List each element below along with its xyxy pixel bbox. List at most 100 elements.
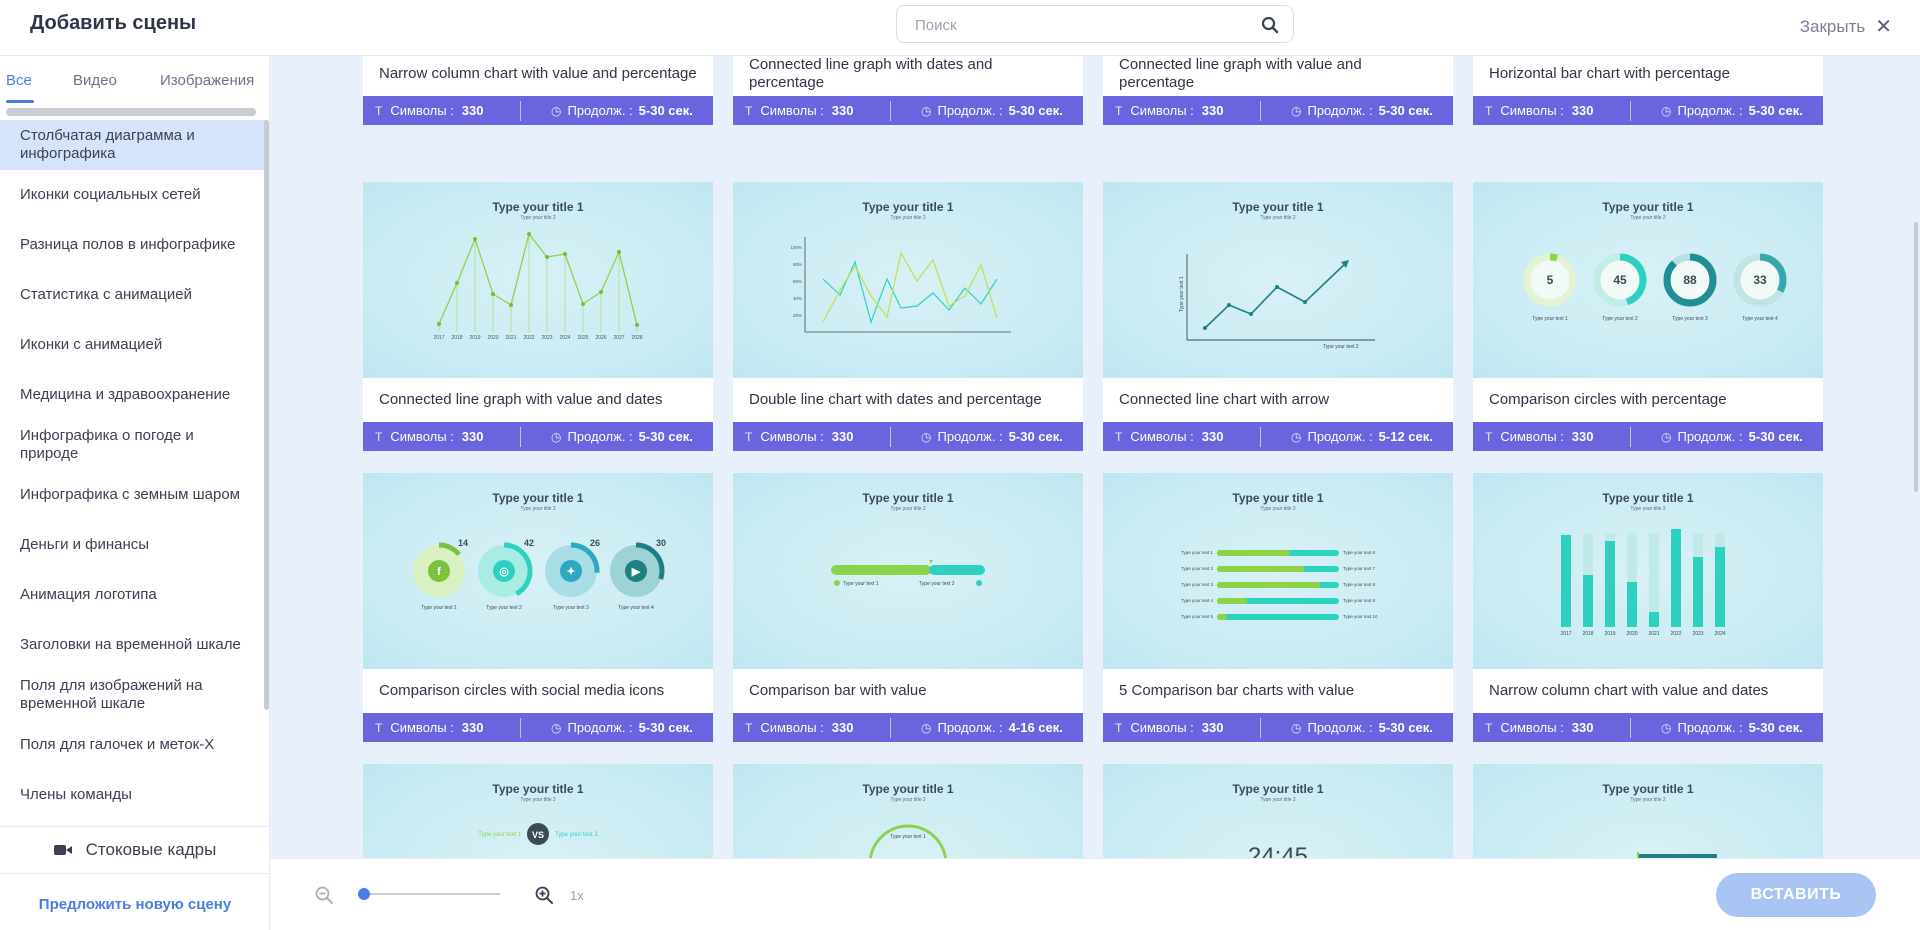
scene-title: Narrow column chart with value and dates — [1473, 669, 1823, 713]
social-icon-circle — [428, 560, 450, 582]
tab-all[interactable]: Все — [6, 72, 32, 89]
year-label: 2018 — [451, 335, 462, 341]
insert-button[interactable]: ВСТАВИТЬ — [1716, 873, 1876, 917]
clock-icon: ◷ — [1291, 429, 1302, 444]
category-item[interactable]: Члены команды — [20, 786, 132, 803]
bar-left-label: Type your text 2 — [1181, 566, 1214, 571]
duration-label: Продолж. : — [567, 720, 633, 735]
symbols-value: 330 — [1571, 720, 1594, 735]
symbols-label: Символы : — [1500, 103, 1564, 118]
duration-label: Продолж. : — [1677, 103, 1743, 118]
duration-value: 5-30 сек. — [1748, 429, 1803, 444]
category-item[interactable]: Деньги и финансы — [20, 536, 150, 553]
thumbnail-subtitle: Type your title 2 — [1630, 506, 1666, 512]
social-circles-thumbnail-graphic: f ◎ ✦ ▶ 14 42 26 30 Type your text 1 Typ… — [410, 538, 666, 611]
category-item[interactable]: Инфографика о погоде и природе — [20, 427, 194, 462]
bar-left-segment — [1217, 582, 1321, 588]
scene-meta: T Символы : 330 ◷ Продолж. : 5-30 сек. — [1103, 96, 1453, 125]
scene-thumbnail: Type your title 1 Type your title 2 Type… — [1103, 473, 1453, 669]
timer-text: 24:45 — [1248, 843, 1308, 858]
bar-left-segment — [1217, 550, 1291, 556]
scene-title: 5 Comparison bar charts with value — [1103, 669, 1453, 713]
comparison-label: Type your text 2 — [919, 581, 955, 587]
scene-title: Double line chart with dates and percent… — [733, 378, 1083, 422]
scene-thumbnail: Type your title 1 Type your title 2 Type… — [733, 764, 1083, 858]
duration-label: Продолж. : — [1307, 429, 1373, 444]
sidebar-scrollbar[interactable] — [264, 120, 269, 710]
video-camera-icon — [53, 845, 72, 855]
zoom-slider-handle[interactable] — [358, 888, 370, 900]
category-item[interactable]: Поля для галочек и меток-X — [20, 736, 215, 753]
circle-percent-value: 5 — [1547, 273, 1554, 287]
category-item[interactable]: Анимация логотипа — [20, 586, 157, 603]
category-item[interactable]: Медицина и здравоохранение — [20, 386, 231, 403]
zoom-slider-track[interactable] — [362, 893, 500, 895]
vs-badge: VS — [532, 830, 544, 840]
narrow-column-dates-thumbnail-graphic: 2017 2018 2019 2020 2021 2022 2023 2024 — [1560, 529, 1726, 637]
circle-rings — [1523, 253, 1787, 307]
vs-right-label: Type your text 2 — [555, 832, 598, 838]
close-button[interactable]: Закрыть ✕ — [1800, 14, 1892, 39]
suggest-scene-link[interactable]: Предложить новую сцену — [38, 896, 232, 913]
comparison-bars — [1217, 550, 1339, 620]
search-input[interactable] — [915, 14, 1245, 36]
scene-title: Comparison circles with social media ico… — [363, 669, 713, 713]
year-label: 2023 — [541, 335, 552, 341]
thumbnail-subtitle: Type your title 2 — [520, 797, 556, 803]
category-item[interactable]: Заголовки на временной шкале — [20, 636, 241, 653]
category-item[interactable]: Иконки социальных сетей — [20, 186, 201, 203]
symbols-label: Символы : — [390, 720, 454, 735]
category-item[interactable]: Разница полов в инфографике — [20, 236, 236, 253]
bar-right-label: Type your text 8 — [1343, 582, 1376, 587]
axis-label-y: Type your text 1 — [1179, 276, 1185, 312]
column-bar — [1627, 582, 1637, 627]
thumbnail-subtitle: Type your title 2 — [520, 506, 556, 512]
clock-icon: ◷ — [551, 720, 562, 735]
scene-thumbnail: Type your title 1 Type your title 2 f ◎ … — [363, 473, 713, 669]
column-bar — [1561, 535, 1571, 627]
text-icon: T — [1115, 103, 1123, 118]
duration-value: 4-16 сек. — [1008, 720, 1063, 735]
scene-meta: T Символы : 330 ◷ Продолж. : 5-30 сек. — [1473, 422, 1823, 451]
zoom-in-icon[interactable] — [534, 885, 554, 905]
scene-meta: T Символы : 330 ◷ Продолж. : 5-30 сек. — [1103, 713, 1453, 742]
tab-video[interactable]: Видео — [73, 72, 117, 89]
stock-footage-button[interactable]: Стоковые кадры — [0, 826, 270, 874]
duration-label: Продолж. : — [937, 720, 1003, 735]
horizontal-scrollbar[interactable] — [6, 108, 256, 116]
search-box[interactable] — [896, 5, 1294, 43]
social-icon-circle — [625, 560, 647, 582]
line-graph-values-thumbnail-graphic: 2017 2018 2019 2020 2021 2022 2023 2024 … — [433, 232, 643, 341]
text-icon: T — [745, 103, 753, 118]
text-icon: T — [1485, 720, 1493, 735]
scene-title: Connected line graph with dates and perc… — [733, 56, 1083, 96]
percent-axis-label: 40% — [793, 296, 802, 301]
scene-thumbnail: Type your title 1 Type your title 2 5 45… — [1473, 182, 1823, 378]
clock-icon: ◷ — [921, 103, 932, 118]
zoom-out-icon[interactable] — [314, 885, 334, 905]
clock-icon: ◷ — [1661, 103, 1672, 118]
category-item[interactable]: Инфографика с земным шаром — [20, 486, 240, 503]
duration-value: 5-30 сек. — [1378, 103, 1433, 118]
stock-footage-label: Стоковые кадры — [85, 840, 217, 859]
category-item[interactable]: Иконки с анимацией — [20, 336, 163, 353]
duration-label: Продолж. : — [937, 429, 1003, 444]
scene-thumbnail: Type your title 1 Type your title 2 Type… — [1103, 182, 1453, 378]
thumbnail-title: Type your title 1 — [1602, 491, 1694, 505]
symbols-label: Символы : — [760, 429, 824, 444]
scene-title: Comparison bar with value — [733, 669, 1083, 713]
duration-value: 5-30 сек. — [638, 429, 693, 444]
category-item[interactable]: Столбчатая диаграмма и инфографика — [0, 120, 266, 170]
clock-icon: ◷ — [1291, 103, 1302, 118]
category-item[interactable]: Статистика с анимацией — [20, 286, 192, 303]
tab-images[interactable]: Изображения — [160, 72, 255, 89]
percent-axis-label: 60% — [793, 279, 802, 284]
close-icon[interactable]: ✕ — [1875, 16, 1892, 38]
search-icon[interactable] — [1261, 16, 1279, 34]
main-scrollbar[interactable] — [1914, 222, 1918, 492]
symbols-value: 330 — [461, 720, 484, 735]
category-item[interactable]: Поля для изображений на временной шкале — [20, 677, 203, 712]
text-icon: T — [375, 429, 383, 444]
symbols-value: 330 — [831, 429, 854, 444]
thumbnail-title: Type your title 1 — [862, 200, 954, 214]
